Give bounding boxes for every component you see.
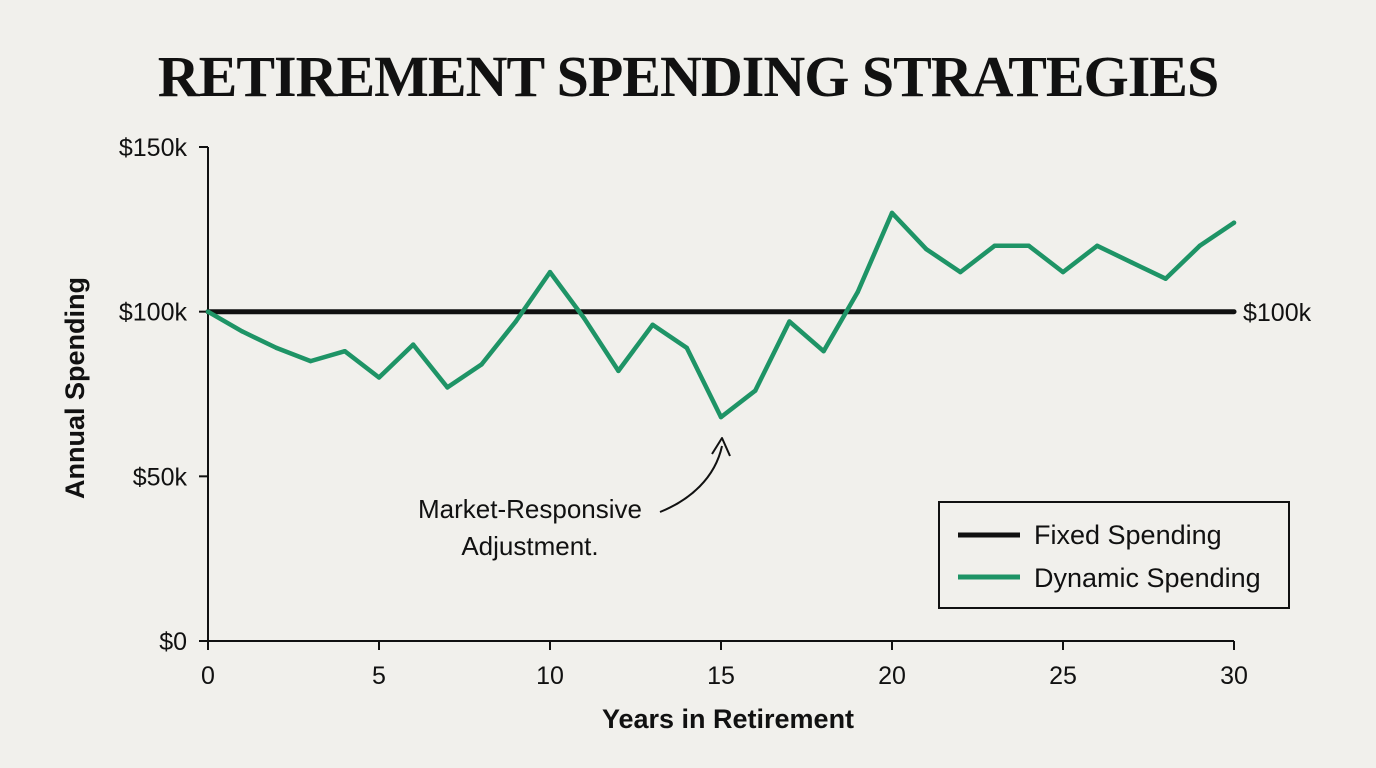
annotation-arrow <box>659 445 723 513</box>
data-point-dynamic-spending <box>1060 269 1066 275</box>
data-point-dynamic-spending <box>787 319 792 324</box>
x-tick-label: 15 <box>707 662 735 690</box>
y-tick-label: $50k <box>133 463 188 491</box>
chart-title: RETIREMENT SPENDING STRATEGIES <box>158 44 1218 109</box>
data-point-dynamic-spending <box>924 246 929 252</box>
data-point-dynamic-spending <box>650 322 655 327</box>
data-point-dynamic-spending <box>411 342 416 347</box>
data-point-dynamic-spending <box>718 414 724 420</box>
x-tick-label: 0 <box>201 662 215 690</box>
fixed-spending-end-label: $100k <box>1243 299 1312 327</box>
x-ticks: 0 5 10 15 20 25 30 <box>201 641 1248 690</box>
data-point-dynamic-spending <box>684 345 689 351</box>
legend-label-dynamic-spending: Dynamic Spending <box>1034 563 1261 593</box>
x-tick-label: 10 <box>536 662 564 690</box>
data-point-dynamic-spending <box>308 358 313 364</box>
y-tick-label: $100k <box>119 299 188 327</box>
data-point-dynamic-spending <box>1095 243 1100 248</box>
data-point-dynamic-spending <box>1129 260 1134 265</box>
legend: Fixed Spending Dynamic Spending <box>938 501 1290 609</box>
data-point-dynamic-spending <box>616 368 621 374</box>
series-layer <box>205 210 1237 420</box>
data-point-fixed-spending <box>1231 309 1237 314</box>
data-point-dynamic-spending <box>274 345 279 351</box>
data-point-dynamic-spending <box>205 309 211 314</box>
data-point-dynamic-spending <box>958 269 963 275</box>
data-point-dynamic-spending <box>240 329 245 334</box>
annotation-line-2: Adjustment. <box>461 531 598 561</box>
data-point-dynamic-spending <box>855 289 860 295</box>
data-point-dynamic-spending <box>513 319 518 324</box>
x-axis-label: Years in Retirement <box>602 704 854 734</box>
data-point-dynamic-spending <box>1231 220 1237 225</box>
data-point-dynamic-spending <box>1197 243 1203 248</box>
data-point-dynamic-spending <box>1026 243 1032 248</box>
data-point-dynamic-spending <box>376 375 382 380</box>
y-ticks: $0 $50k $100k $150k <box>119 134 208 656</box>
data-point-dynamic-spending <box>889 210 895 216</box>
y-tick-label: $0 <box>159 628 187 656</box>
data-point-dynamic-spending <box>992 243 997 248</box>
annotation-arrowhead <box>711 437 731 457</box>
data-point-dynamic-spending <box>1163 276 1168 281</box>
x-tick-label: 30 <box>1220 662 1248 690</box>
data-point-dynamic-spending <box>342 349 347 354</box>
y-axis-label: Annual Spending <box>60 277 90 499</box>
series-line-dynamic-spending <box>205 210 1237 420</box>
annotation: Market-Responsive Adjustment. <box>418 437 731 561</box>
x-tick-label: 25 <box>1049 662 1077 690</box>
x-tick-label: 20 <box>878 662 906 690</box>
y-tick-label: $150k <box>119 134 188 162</box>
data-point-dynamic-spending <box>445 385 450 390</box>
data-point-dynamic-spending <box>582 316 587 321</box>
data-point-dynamic-spending <box>753 388 758 393</box>
annotation-line-1: Market-Responsive <box>418 494 642 524</box>
legend-label-fixed-spending: Fixed Spending <box>1034 520 1222 550</box>
legend-box <box>938 501 1290 609</box>
data-point-dynamic-spending <box>547 269 553 275</box>
x-tick-label: 5 <box>372 662 386 690</box>
data-point-dynamic-spending <box>479 362 484 367</box>
data-point-dynamic-spending <box>821 349 826 354</box>
